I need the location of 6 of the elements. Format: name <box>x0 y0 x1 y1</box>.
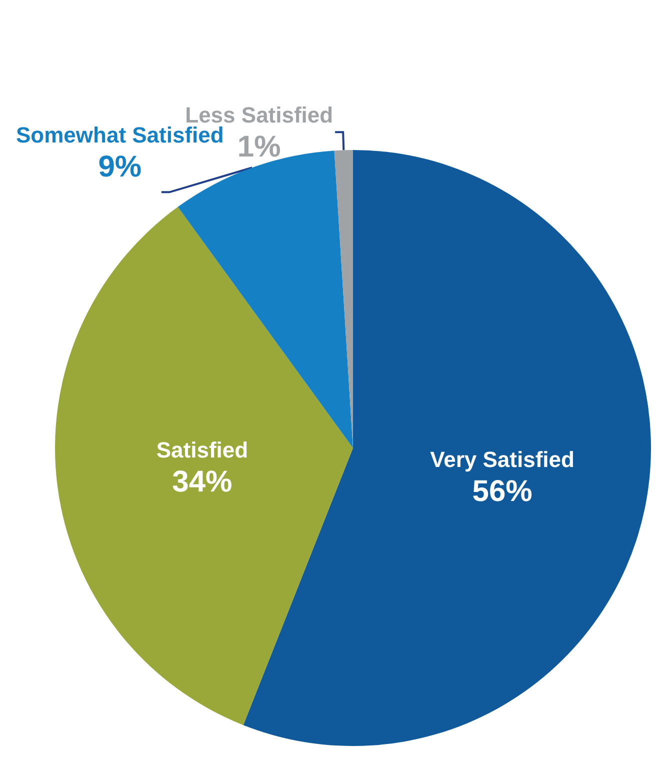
data-label: 34% <box>172 466 232 499</box>
data-label: 1% <box>237 130 281 164</box>
slice-label: Very Satisfied <box>430 446 574 472</box>
slice-label: Satisfied <box>156 438 248 463</box>
data-label: 9% <box>98 150 142 184</box>
data-label: 56% <box>472 474 532 508</box>
